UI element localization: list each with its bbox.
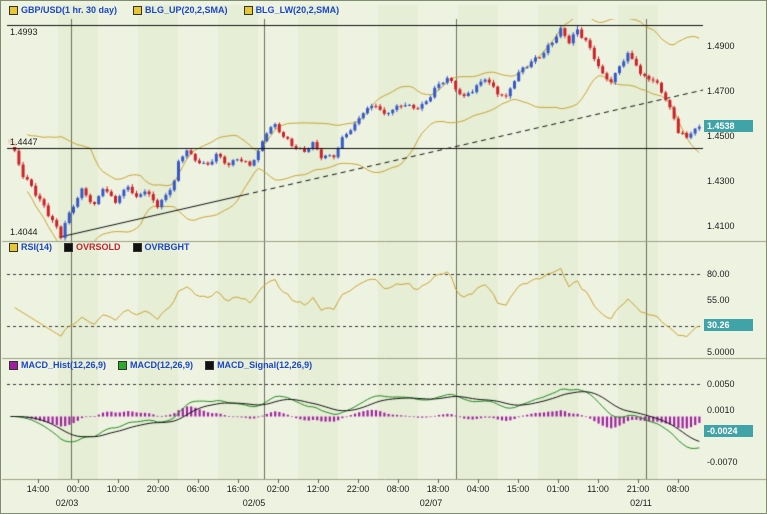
macd-panel-legend: MACD_Hist(12,26,9) MACD(12,26,9) MACD_Si… (9, 360, 312, 370)
macd-chart-area[interactable] (7, 359, 703, 479)
time-label: 12:00 (306, 484, 330, 494)
time-label: 18:00 (426, 484, 450, 494)
time-label: 04:00 (466, 484, 490, 494)
rsi-axis-label: 80.00 (707, 268, 730, 279)
rsi-swatch-icon (9, 242, 18, 252)
time-label: 01:00 (546, 484, 570, 494)
price-axis-label: 1.4900 (707, 40, 735, 51)
macd-axis-label: -0.0070 (707, 457, 738, 467)
legend-item-bollinger-lower: BLG_LW(20,2,SMA) (243, 5, 340, 15)
date-label: 02/07 (419, 498, 443, 508)
price-axis-label: 1.4100 (707, 220, 735, 231)
overbought-swatch-icon (132, 242, 142, 252)
date-label: 02/03 (55, 498, 79, 508)
macd-value-badge: -0.0024 (704, 425, 753, 438)
time-label: 21:00 (626, 484, 650, 494)
macd-line-label: MACD(12,26,9) (130, 360, 194, 370)
time-label: 14:00 (26, 484, 50, 494)
price-high-label: 1.4993 (9, 27, 39, 37)
macd-signal-swatch-icon (205, 360, 215, 370)
price-ref-label: 1.4447 (9, 137, 39, 147)
time-label: 16:00 (226, 484, 250, 494)
legend-item-macd-line: MACD(12,26,9) (118, 360, 193, 370)
price-chart-area[interactable] (7, 19, 703, 240)
price-axis-label: 1.4700 (707, 85, 735, 96)
time-label: 00:00 (66, 484, 90, 494)
price-panel-legend: GBP/USD(1 hr. 30 day) BLG_UP(20,2,SMA) B… (9, 5, 339, 15)
macd-line-swatch-icon (118, 360, 128, 370)
rsi-axis-label: 55.00 (707, 294, 730, 305)
bollinger-upper-label: BLG_UP(20,2,SMA) (145, 5, 228, 15)
time-label: 22:00 (346, 484, 370, 494)
symbol-label: GBP/USD(1 hr. 30 day) (21, 5, 118, 15)
time-label: 15:00 (506, 484, 530, 494)
price-axis-label: 1.4500 (707, 130, 735, 141)
rsi-axis-label: 5.0000 (707, 346, 735, 357)
time-label: 08:00 (386, 484, 410, 494)
rsi-chart-area[interactable] (7, 242, 703, 357)
legend-item-rsi: RSI(14) (9, 242, 52, 252)
date-label: 02/11 (630, 498, 652, 508)
macd-signal-label: MACD_Signal(12,26,9) (217, 360, 313, 370)
time-label: 08:00 (666, 484, 690, 494)
time-label: 20:00 (146, 484, 170, 494)
date-label: 02/05 (242, 498, 266, 508)
price-axis-label: 1.4300 (707, 175, 735, 186)
current-price-badge: 1.4538 (704, 120, 753, 133)
macd-axis-label: 0.0010 (707, 405, 735, 415)
legend-item-macd-hist: MACD_Hist(12,26,9) (9, 360, 106, 370)
legend-item-macd-signal: MACD_Signal(12,26,9) (205, 360, 312, 370)
rsi-panel-legend: RSI(14) OVRSOLD OVRBGHT (9, 242, 190, 252)
overbought-label: OVRBGHT (144, 242, 190, 252)
oversold-label: OVRSOLD (76, 242, 121, 252)
macd-axis-label: 0.0050 (707, 379, 735, 389)
time-label: 02:00 (266, 484, 290, 494)
oversold-swatch-icon (64, 242, 74, 252)
symbol-swatch-icon (9, 5, 18, 15)
bollinger-upper-swatch-icon (133, 5, 143, 15)
legend-item-oversold: OVRSOLD (64, 242, 121, 252)
legend-item-symbol: GBP/USD(1 hr. 30 day) (9, 5, 117, 15)
bollinger-lower-label: BLG_LW(20,2,SMA) (255, 5, 340, 15)
time-label: 06:00 (186, 484, 210, 494)
time-label: 11:00 (587, 484, 609, 494)
macd-hist-label: MACD_Hist(12,26,9) (21, 360, 107, 370)
legend-item-bollinger-upper: BLG_UP(20,2,SMA) (133, 5, 228, 15)
price-low-label: 1.4044 (9, 227, 39, 237)
time-label: 10:00 (106, 484, 130, 494)
bollinger-lower-swatch-icon (243, 5, 253, 15)
legend-item-overbought: OVRBGHT (132, 242, 190, 252)
macd-hist-swatch-icon (9, 360, 18, 370)
rsi-label: RSI(14) (21, 242, 53, 252)
rsi-value-badge: 30.26 (704, 318, 753, 331)
